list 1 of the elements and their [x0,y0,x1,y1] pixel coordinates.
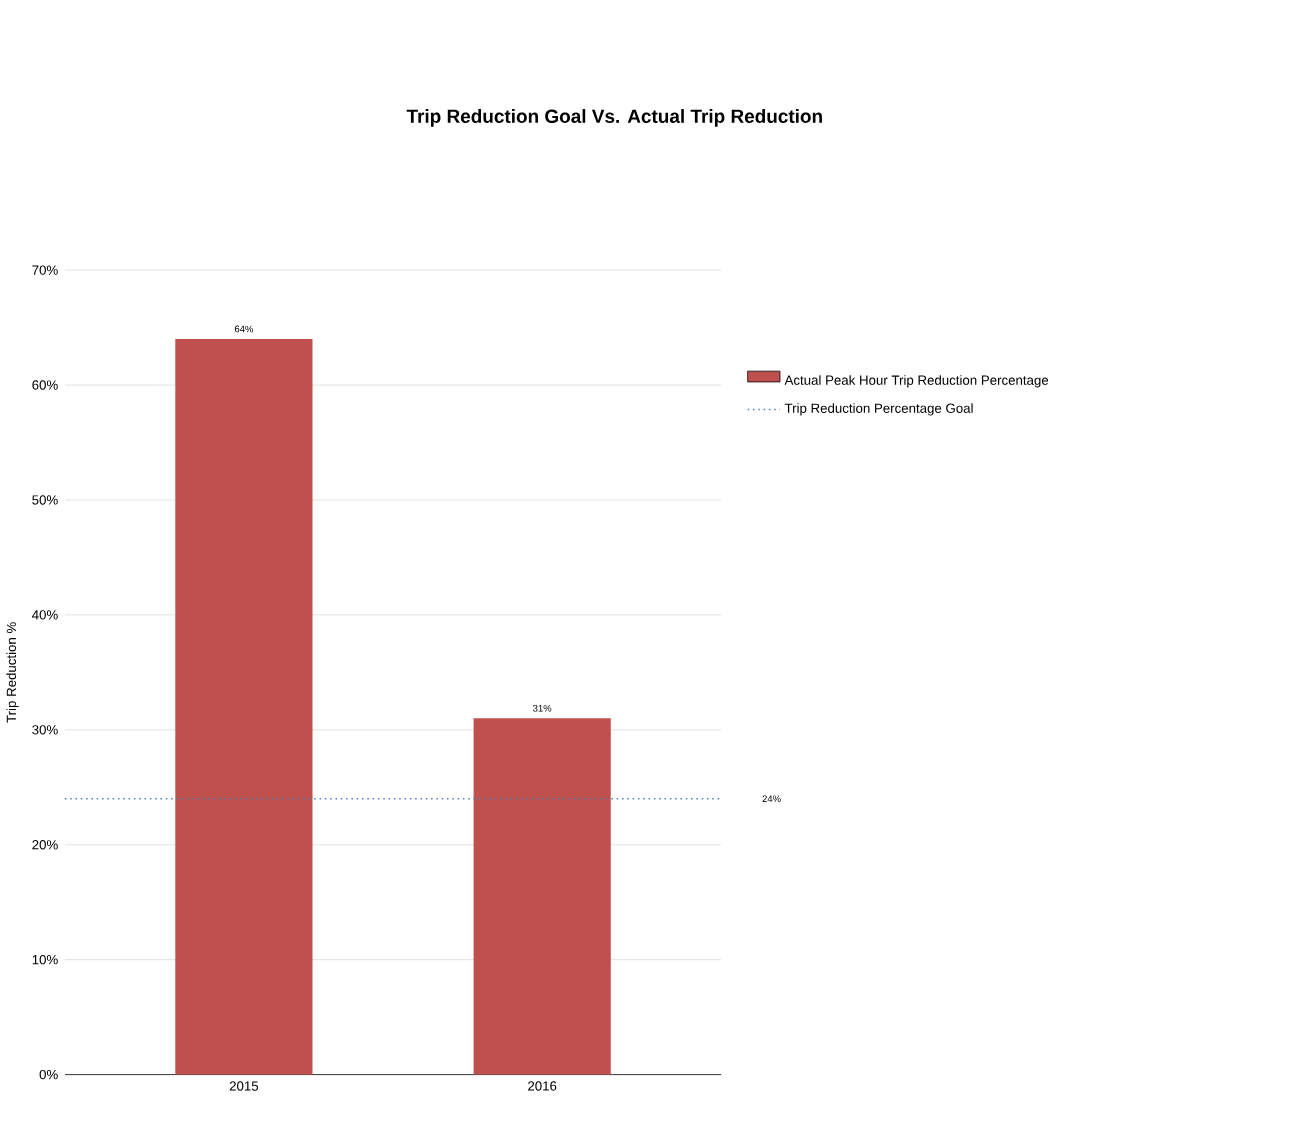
chart-title: Trip Reduction Goal Vs. Actual Trip Reduction [406,109,822,128]
